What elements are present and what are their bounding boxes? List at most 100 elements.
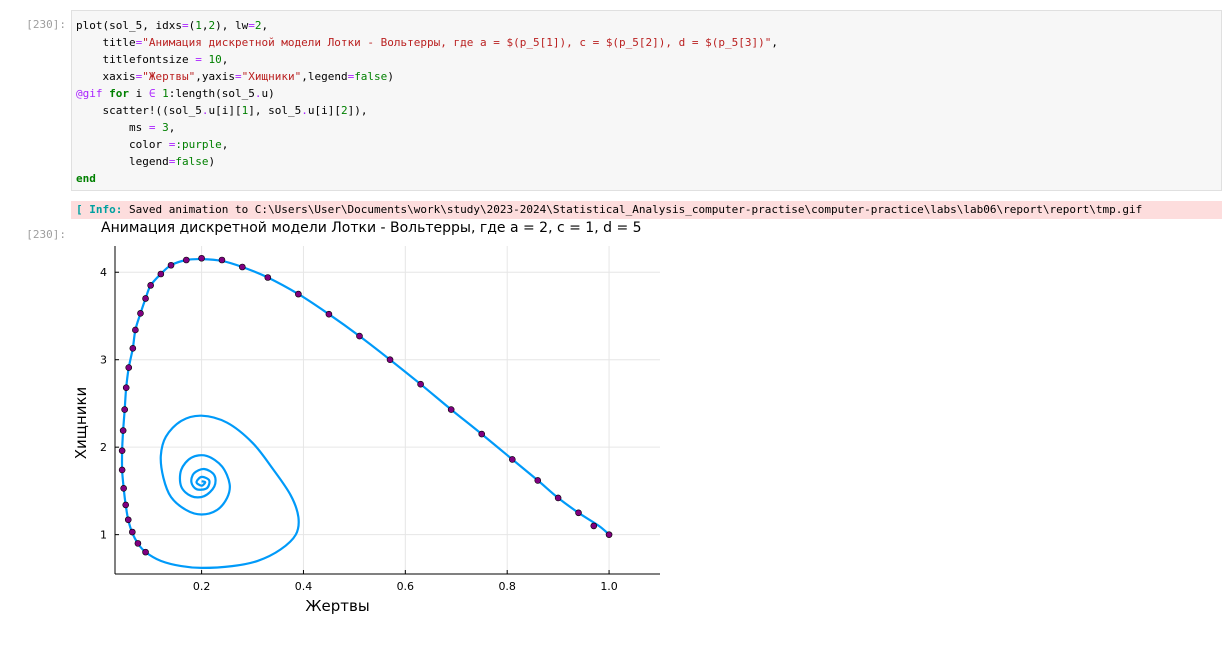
code-token: 1 xyxy=(162,87,169,100)
data-point xyxy=(575,509,582,517)
code-token: ,legend xyxy=(301,70,348,83)
data-point xyxy=(386,356,394,364)
data-point xyxy=(183,256,190,264)
code-token: = xyxy=(168,155,176,168)
code-token: ]), xyxy=(347,104,368,117)
data-point xyxy=(147,282,154,289)
data-point xyxy=(264,274,272,281)
code-token: ), lw xyxy=(215,19,249,32)
data-point xyxy=(124,516,132,524)
code-token: 2 xyxy=(340,104,348,117)
data-point xyxy=(447,406,455,413)
code-token: , xyxy=(221,138,229,151)
code-token: u) xyxy=(261,87,275,100)
code-token: for xyxy=(109,87,129,100)
code-token: ,yaxis xyxy=(195,70,235,83)
y-tick-label: 2 xyxy=(100,441,107,454)
code-line: scatter!((sol_5.u[i][1], sol_5.u[i][2]), xyxy=(76,102,778,119)
code-token: 3 xyxy=(162,121,169,134)
data-point xyxy=(119,427,127,434)
data-point xyxy=(295,290,302,298)
code-token: plot(sol_5, idxs xyxy=(76,19,182,32)
code-token: :length(sol_5 xyxy=(168,87,255,100)
data-point xyxy=(142,548,149,556)
code-token: = xyxy=(135,70,143,83)
code-line: @gif for i ∈ 1:length(sol_5.u) xyxy=(76,85,778,102)
code-token: , xyxy=(221,53,229,66)
code-token: = xyxy=(234,70,242,83)
code-token: = xyxy=(181,19,189,32)
code-token: = xyxy=(347,70,355,83)
code-line: plot(sol_5, idxs=(1,2), lw=2, xyxy=(76,17,778,34)
code-token: false xyxy=(354,70,388,83)
data-point xyxy=(132,326,139,334)
code-token: = xyxy=(195,53,202,66)
x-tick-label: 1.0 xyxy=(600,580,618,593)
code-editor[interactable]: plot(sol_5, idxs=(1,2), lw=2, title="Ани… xyxy=(76,17,778,187)
code-token: ) xyxy=(208,155,216,168)
code-token: titlefontsize xyxy=(76,53,196,66)
data-point xyxy=(325,310,333,318)
code-token: , xyxy=(168,121,176,134)
code-token: "Жертвы" xyxy=(142,70,196,83)
y-tick-label: 4 xyxy=(100,266,107,279)
code-line: titlefontsize = 10, xyxy=(76,51,778,68)
info-tag: [ Info: xyxy=(76,203,123,216)
x-tick-label: 0.4 xyxy=(295,580,313,593)
x-tick-label: 0.8 xyxy=(498,580,516,593)
data-point xyxy=(118,447,126,454)
input-prompt: [230]: xyxy=(26,18,66,31)
code-token: ms xyxy=(76,121,149,134)
code-token: color xyxy=(76,138,169,151)
data-point xyxy=(137,310,144,317)
data-point xyxy=(129,528,136,536)
code-line: xaxis="Жертвы",yaxis="Хищники",legend=fa… xyxy=(76,68,778,85)
x-tick-label: 0.2 xyxy=(193,580,211,593)
info-text: Saved animation to C:\Users\User\Documen… xyxy=(122,203,1143,216)
code-token: "Анимация дискретной модели Лотки - Воль… xyxy=(142,36,772,49)
code-token: = xyxy=(248,19,255,32)
code-token: ( xyxy=(188,19,196,32)
output-prompt: [230]: xyxy=(26,228,66,241)
data-point xyxy=(356,332,363,340)
data-point xyxy=(478,430,486,438)
code-line: title="Анимация дискретной модели Лотки … xyxy=(76,34,778,51)
code-token: . xyxy=(201,104,209,117)
data-point xyxy=(122,501,129,509)
code-token: ∈ xyxy=(148,87,156,100)
code-line: color =:purple, xyxy=(76,136,778,153)
data-point xyxy=(134,540,142,547)
y-tick-label: 3 xyxy=(100,354,107,367)
data-point xyxy=(534,477,542,484)
code-token: "Хищники" xyxy=(241,70,302,83)
code-token: scatter!((sol_5 xyxy=(76,104,202,117)
data-point xyxy=(239,263,246,271)
data-point xyxy=(218,256,226,264)
code-token: , xyxy=(261,19,269,32)
code-token: . xyxy=(301,104,308,117)
trajectory-line xyxy=(120,257,610,569)
data-point xyxy=(167,261,175,269)
code-token: = xyxy=(148,121,156,134)
data-point xyxy=(508,456,516,463)
code-token: ], sol_5 xyxy=(248,104,302,117)
data-point xyxy=(590,522,598,530)
data-point xyxy=(157,270,165,278)
data-point xyxy=(118,466,126,474)
code-input-area[interactable]: plot(sol_5, idxs=(1,2), lw=2, title="Ани… xyxy=(71,10,1222,191)
code-token: ) xyxy=(387,70,394,83)
code-token: , xyxy=(771,36,779,49)
code-token: u[i][ xyxy=(307,104,341,117)
code-token: 2 xyxy=(254,19,262,32)
data-point xyxy=(198,254,205,262)
data-point xyxy=(121,406,128,413)
data-point xyxy=(125,364,133,371)
x-tick-label: 0.6 xyxy=(397,580,415,593)
code-token: 1 xyxy=(195,19,202,32)
code-token: = xyxy=(135,36,143,49)
code-token: . xyxy=(254,87,262,100)
code-line: ms = 3, xyxy=(76,119,778,136)
code-line: legend=false) xyxy=(76,153,778,170)
data-point xyxy=(122,384,130,391)
code-token: = xyxy=(168,138,176,151)
